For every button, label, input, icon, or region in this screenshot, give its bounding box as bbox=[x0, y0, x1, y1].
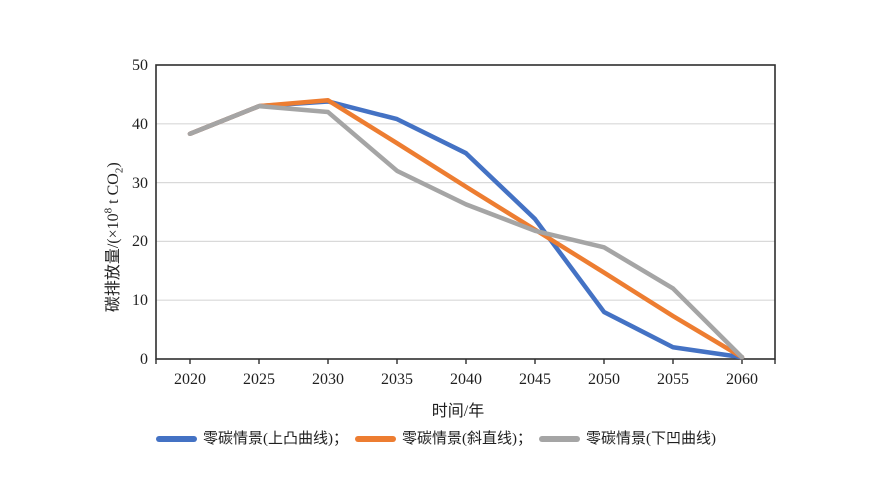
y-tick-label: 10 bbox=[132, 292, 148, 310]
legend-swatch-0 bbox=[156, 436, 197, 442]
y-axis-title-part: 8 bbox=[102, 207, 115, 214]
y-tick-label: 30 bbox=[132, 174, 148, 192]
x-tick-label: 2040 bbox=[450, 371, 482, 388]
legend-swatch-2 bbox=[539, 436, 580, 442]
legend-item-0: 零碳情景(上凸曲线)； bbox=[156, 429, 348, 449]
x-tick-label: 2020 bbox=[174, 371, 206, 388]
x-tick-label: 2050 bbox=[588, 371, 620, 388]
legend-swatch-1 bbox=[355, 436, 396, 442]
y-axis-title-part: 2 bbox=[113, 167, 126, 174]
y-tick-label: 40 bbox=[132, 115, 148, 133]
legend-item-1: 零碳情景(斜直线)； bbox=[355, 429, 532, 449]
legend-label-1: 零碳情景(斜直线)； bbox=[402, 431, 532, 447]
x-axis-title: 时间/年 bbox=[431, 403, 485, 420]
y-tick-label: 50 bbox=[132, 57, 148, 74]
x-tick-label: 2060 bbox=[726, 371, 758, 388]
x-tick-label: 2055 bbox=[657, 371, 689, 388]
y-axis-title-part: ) bbox=[105, 162, 123, 168]
x-tick-label: 2035 bbox=[381, 371, 413, 388]
legend: 零碳情景(上凸曲线)； 零碳情景(斜直线)； 零碳情景(下凹曲线) bbox=[0, 428, 879, 450]
legend-label-0: 零碳情景(上凸曲线)； bbox=[203, 431, 348, 447]
y-tick-label: 0 bbox=[140, 351, 148, 368]
legend-item-2: 零碳情景(下凹曲线) bbox=[539, 429, 716, 449]
series-line-1 bbox=[187, 98, 745, 360]
series-line-2 bbox=[187, 103, 745, 360]
x-tick-label: 2045 bbox=[519, 371, 551, 388]
y-tick-label: 20 bbox=[132, 233, 148, 251]
legend-label-2: 零碳情景(下凹曲线) bbox=[586, 431, 716, 447]
x-tick-label: 2025 bbox=[243, 371, 275, 388]
x-tick-label: 2030 bbox=[312, 371, 344, 388]
series-line-0 bbox=[187, 99, 745, 360]
